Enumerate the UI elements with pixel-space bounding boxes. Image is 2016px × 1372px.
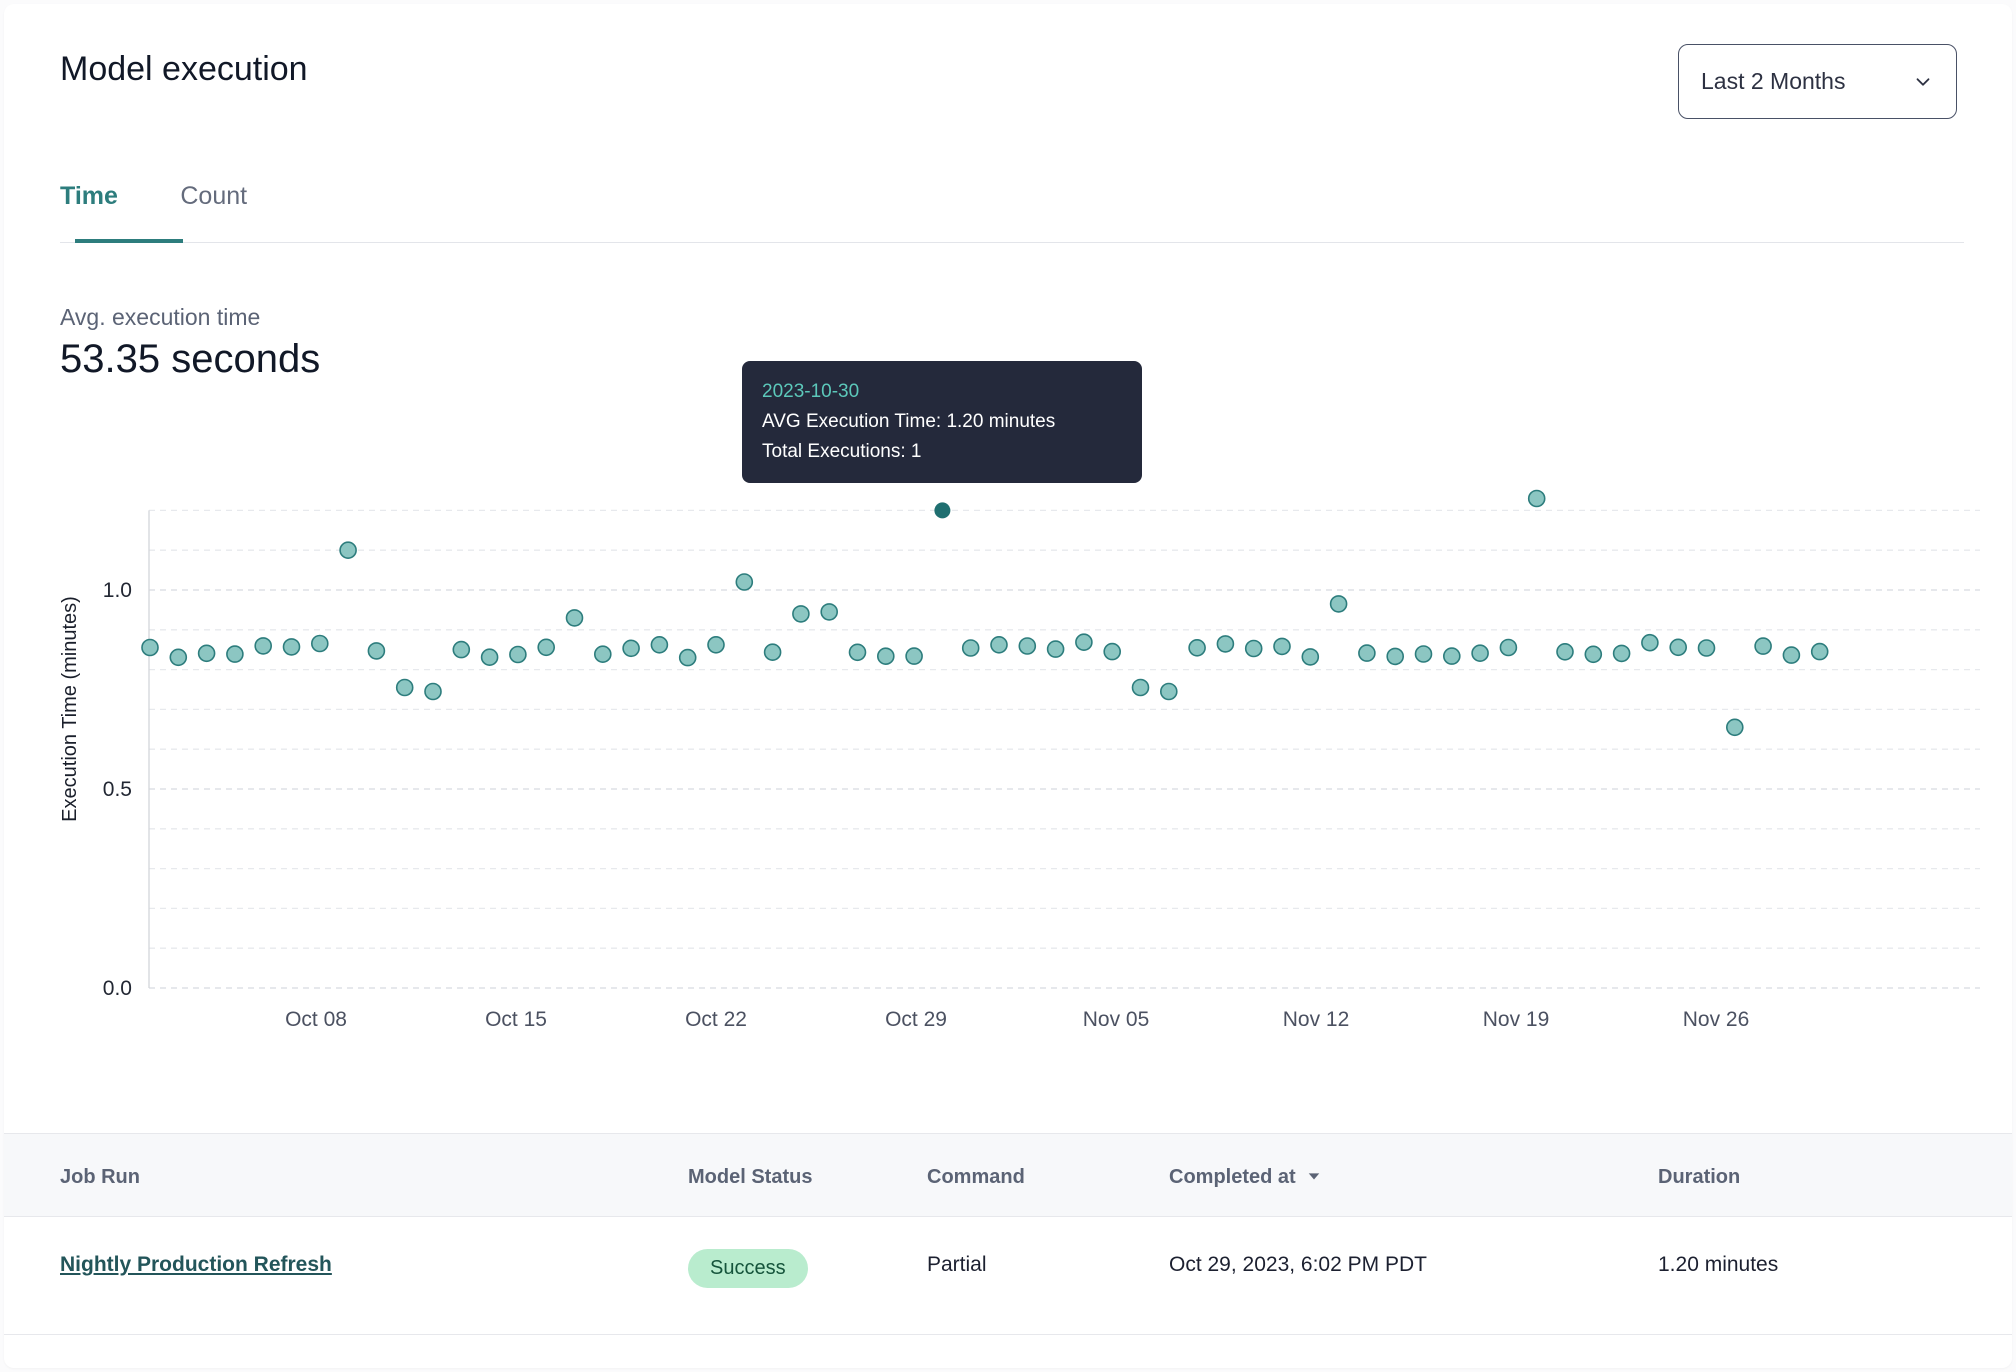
svg-text:Nov 19: Nov 19 bbox=[1483, 1008, 1550, 1031]
svg-text:0.0: 0.0 bbox=[103, 977, 132, 1000]
svg-text:Nov 05: Nov 05 bbox=[1083, 1008, 1150, 1031]
svg-text:Nov 26: Nov 26 bbox=[1683, 1008, 1750, 1031]
svg-text:Oct 22: Oct 22 bbox=[685, 1008, 747, 1031]
svg-text:0.5: 0.5 bbox=[103, 778, 132, 801]
svg-text:Oct 15: Oct 15 bbox=[485, 1008, 547, 1031]
svg-text:Nov 12: Nov 12 bbox=[1283, 1008, 1350, 1031]
svg-text:1.0: 1.0 bbox=[103, 579, 132, 602]
svg-text:Oct 29: Oct 29 bbox=[885, 1008, 947, 1031]
svg-text:Oct 08: Oct 08 bbox=[285, 1008, 347, 1031]
